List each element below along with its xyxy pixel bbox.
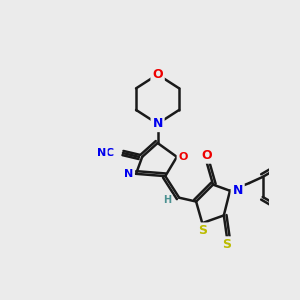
Text: O: O	[202, 149, 212, 162]
Text: N: N	[152, 117, 163, 130]
Text: S: S	[222, 238, 231, 251]
Text: C: C	[106, 148, 114, 158]
Text: O: O	[178, 152, 188, 162]
Text: O: O	[152, 68, 163, 81]
Text: N: N	[232, 184, 243, 197]
Text: H: H	[163, 195, 171, 205]
Text: N: N	[124, 169, 133, 179]
Text: S: S	[198, 224, 207, 237]
Text: N: N	[97, 148, 106, 158]
